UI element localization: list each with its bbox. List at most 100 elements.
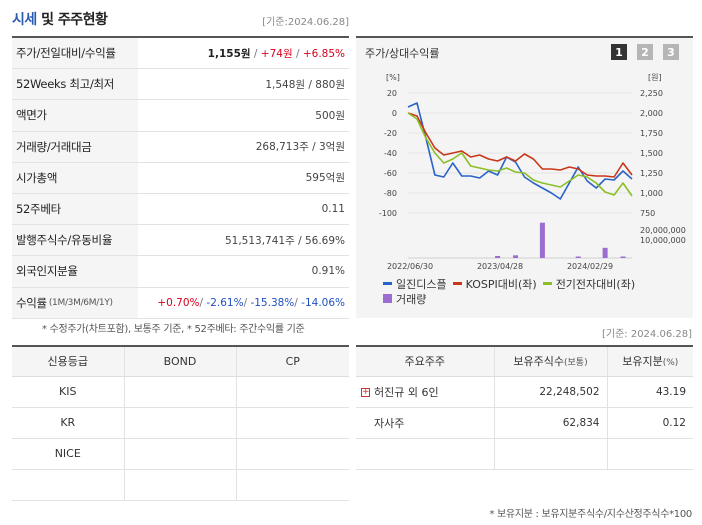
legend-item: KOSPI대비(좌) — [452, 276, 537, 292]
table-row: 자사주 62,834 0.12 — [356, 407, 693, 439]
major-holders-table: 주요주주 보유주식수(보통) 보유지분(%) + 허진규 외 6인 22,248,… — [356, 345, 693, 470]
right-tick-label: 1,750 — [640, 129, 663, 138]
right-axis-unit: [원] — [648, 73, 662, 82]
table-cell: KIS — [12, 376, 125, 408]
summary-value: 0.11 — [321, 203, 345, 216]
summary-value: 500원 — [315, 109, 345, 122]
summary-value: 51,513,741주 / 56.69% — [224, 234, 345, 247]
summary-value: +0.70%/ -2.61%/ -15.38%/ -14.06% — [157, 296, 345, 309]
reference-date-secondary: [기준: 2024.06.28] — [601, 329, 692, 340]
summary-value: 595억원 — [305, 172, 345, 185]
series-line — [407, 112, 633, 197]
holder-shares: 62,834 — [494, 407, 608, 439]
page-title: 시세 및 주주현황 — [12, 9, 108, 29]
table-cell — [236, 438, 349, 470]
title-part1: 시세 — [12, 12, 37, 28]
x-tick-label: 2022/06/30 — [387, 262, 433, 271]
title-part2: 및 주주현황 — [41, 12, 108, 28]
table-row — [12, 469, 349, 501]
returns-label: 수익률 — [16, 295, 47, 310]
credit-rating-table: 신용등급 BOND CP KIS KR NICE — [12, 345, 349, 501]
right-tick-label: 1,000 — [640, 189, 663, 198]
chart-period-button-2[interactable]: 2 — [637, 44, 653, 60]
price-change-pct: +6.85% — [302, 47, 345, 60]
summary-label: 52주베타 — [12, 193, 138, 225]
left-tick-label: -40 — [384, 149, 397, 158]
table-cell — [236, 376, 349, 408]
returns-label-sub: (1M/3M/6M/1Y) — [48, 297, 113, 308]
x-tick-label: 2024/02/29 — [567, 262, 613, 271]
volume-bar — [602, 247, 608, 258]
left-tick-label: -80 — [384, 189, 397, 198]
summary-row-price: 주가/전일대비/수익률 1,155원 / +74원 / +6.85% — [12, 38, 349, 70]
chart-legend: 일진디스플 KOSPI대비(좌) 전기전자대비(좌) 거래량 — [383, 276, 693, 306]
summary-row-marketcap: 시가총액 595억원 — [12, 162, 349, 194]
column-header: BOND — [124, 346, 237, 377]
column-header: 보유지분(%) — [607, 346, 693, 377]
volume-tick-label: 10,000,000 — [640, 236, 686, 245]
legend-item: 거래량 — [383, 291, 426, 307]
volume-tick-label: 20,000,000 — [640, 226, 686, 235]
volume-bar — [513, 255, 519, 258]
relative-return-chart: [%] [원] 20 0 -20 -40 -60 -80 -100 2,250 2,000 1,750… — [379, 73, 686, 271]
volume-bar — [539, 222, 545, 258]
legend-swatch — [383, 294, 392, 303]
right-tick-label: 2,250 — [640, 89, 663, 98]
return-1y: -14.06% — [301, 296, 345, 309]
summary-label: 수익률 (1M/3M/6M/1Y) — [12, 287, 138, 318]
legend-swatch — [542, 282, 552, 285]
legend-label: 전기전자대비(좌) — [555, 277, 636, 291]
current-price: 1,155원 — [207, 47, 251, 60]
x-tick-label: 2023/04/28 — [477, 262, 523, 271]
chart-title: 주가/상대수익률 — [365, 47, 440, 60]
summary-label: 52Weeks 최고/최저 — [12, 69, 138, 100]
summary-row-volume: 거래량/거래대금 268,713주 / 3억원 — [12, 131, 349, 163]
header-subtext: (%) — [662, 358, 679, 369]
volume-bar — [575, 256, 581, 258]
header-text: 보유주식수 — [513, 355, 564, 369]
left-tick-label: 20 — [387, 89, 397, 98]
summary-row-52w: 52Weeks 최고/최저 1,548원 / 880원 — [12, 69, 349, 101]
right-tick-label: 750 — [640, 209, 655, 218]
holder-pct: 0.12 — [607, 407, 693, 439]
chart-period-button-1[interactable]: 1 — [611, 44, 627, 60]
left-axis-unit: [%] — [386, 73, 400, 82]
holder-shares: 22,248,502 — [494, 376, 608, 408]
expand-icon[interactable]: + — [361, 387, 370, 397]
legend-swatch — [452, 282, 462, 285]
series-line — [407, 112, 633, 178]
chart-period-button-3[interactable]: 3 — [663, 44, 679, 60]
left-tick-label: 0 — [392, 109, 397, 118]
legend-label: 일진디스플 — [396, 277, 447, 291]
summary-row-foreign: 외국인지분율 0.91% — [12, 256, 349, 288]
table-row — [356, 438, 693, 470]
holder-name — [356, 438, 495, 470]
column-header: 보유주식수(보통) — [494, 346, 608, 377]
legend-item: 일진디스플 — [383, 276, 447, 292]
table-row: + 허진규 외 6인 22,248,502 43.19 — [356, 376, 693, 408]
table-cell — [124, 376, 237, 408]
return-1m: +0.70% — [157, 296, 200, 309]
right-tick-label: 1,250 — [640, 169, 663, 178]
summary-row-par: 액면가 500원 — [12, 100, 349, 132]
return-6m: -15.38% — [250, 296, 295, 309]
table-row: KR — [12, 407, 349, 439]
holder-pct: 43.19 — [607, 376, 693, 408]
summary-label: 외국인지분율 — [12, 256, 138, 287]
legend-swatch — [383, 282, 392, 285]
column-header: CP — [236, 346, 349, 377]
summary-footnote: * 수정주가(차트포함), 보통주 기준, * 52주베타: 주간수익률 기준 — [42, 324, 305, 335]
right-tick-label: 2,000 — [640, 109, 663, 118]
summary-label: 액면가 — [12, 100, 138, 131]
summary-label: 주가/전일대비/수익률 — [12, 38, 138, 69]
summary-label: 시가총액 — [12, 162, 138, 193]
holder-name: 자사주 — [356, 407, 495, 439]
summary-row-shares: 발행주식수/유동비율 51,513,741주 / 56.69% — [12, 225, 349, 257]
holder-shares — [494, 438, 608, 470]
holder-name: 허진규 외 6인 — [374, 385, 439, 399]
price-change: +74원 — [260, 47, 293, 60]
table-cell — [124, 407, 237, 439]
holder-name-cell: + 허진규 외 6인 — [356, 376, 495, 408]
summary-value: 268,713주 / 3억원 — [255, 141, 345, 154]
holder-pct — [607, 438, 693, 470]
